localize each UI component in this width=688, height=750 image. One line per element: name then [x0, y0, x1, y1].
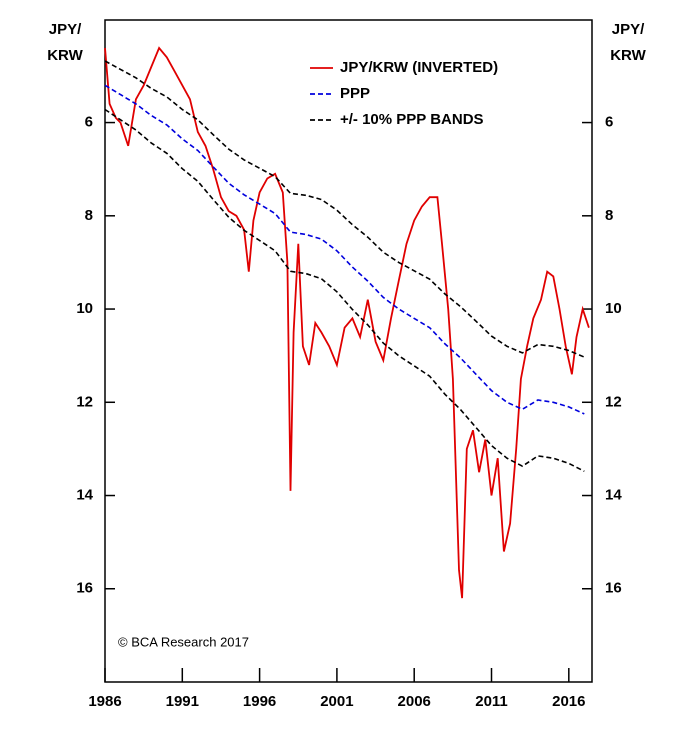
x-tick-label: 2011	[475, 693, 508, 710]
x-tick-label: 1986	[88, 693, 121, 710]
y-tick-label: 10	[76, 300, 93, 317]
legend-label: PPP	[340, 85, 370, 102]
y-tick-label: 8	[85, 207, 93, 224]
x-tick-label: 1996	[243, 693, 276, 710]
x-tick-label: 2016	[552, 693, 585, 710]
x-tick-label: 2006	[398, 693, 431, 710]
series-line	[104, 46, 590, 599]
y-axis-label: KRW	[47, 47, 83, 64]
y2-tick-label: 16	[605, 580, 622, 597]
series-line	[104, 60, 585, 358]
x-tick-label: 1991	[166, 693, 199, 710]
y-tick-label: 14	[76, 486, 93, 503]
y2-tick-label: 12	[605, 393, 622, 410]
y-tick-label: 16	[76, 580, 93, 597]
legend-label: JPY/KRW (INVERTED)	[340, 59, 498, 76]
legend-label: +/- 10% PPP BANDS	[340, 111, 484, 128]
y2-tick-label: 6	[605, 114, 613, 131]
y2-axis-label: JPY/	[612, 21, 645, 38]
y-axis-label: JPY/	[49, 21, 82, 38]
plot-frame	[104, 19, 593, 683]
y2-axis-label: KRW	[610, 47, 646, 64]
y2-tick-label: 8	[605, 207, 613, 224]
y-tick-label: 12	[76, 393, 93, 410]
x-tick-label: 2001	[320, 693, 353, 710]
series-line	[104, 84, 585, 415]
copyright: © BCA Research 2017	[118, 634, 249, 649]
y2-tick-label: 10	[605, 300, 622, 317]
y-tick-label: 6	[85, 114, 93, 131]
y2-tick-label: 14	[605, 486, 622, 503]
series-line	[104, 108, 585, 473]
